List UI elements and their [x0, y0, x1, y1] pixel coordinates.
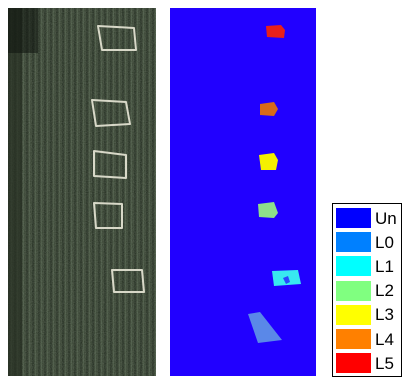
legend-swatch	[336, 232, 371, 253]
legend-swatch	[336, 208, 371, 229]
region-l4	[260, 102, 278, 116]
label-map-background	[170, 8, 316, 376]
legend-label: Un	[375, 208, 397, 228]
legend-label: L2	[375, 281, 394, 301]
legend-label: L5	[375, 353, 394, 373]
region-l3	[259, 153, 278, 170]
legend-swatch	[336, 353, 371, 374]
label-map-panel	[170, 8, 316, 376]
region-l2	[258, 202, 278, 218]
region-l5	[266, 25, 285, 38]
label-map	[170, 8, 316, 376]
aerial-photo	[8, 8, 156, 376]
legend-item-l5: L5	[336, 351, 401, 375]
legend-label: L0	[375, 232, 394, 252]
legend-item-l1: L1	[336, 254, 401, 278]
legend-item-un: Un	[336, 206, 401, 230]
legend-swatch	[336, 280, 371, 301]
region-l1-hole	[283, 276, 290, 284]
legend-label: L4	[375, 329, 394, 349]
region-l0	[248, 312, 282, 343]
legend-item-l3: L3	[336, 303, 401, 327]
legend-swatch	[336, 304, 371, 325]
legend-item-l2: L2	[336, 279, 401, 303]
legend-label: L1	[375, 256, 394, 276]
class-legend: Un L0 L1 L2 L3 L4 L5	[332, 203, 402, 377]
legend-swatch	[336, 256, 371, 277]
legend-label: L3	[375, 305, 394, 325]
legend-item-l0: L0	[336, 230, 401, 254]
legend-swatch	[336, 329, 371, 350]
aerial-photo-panel	[8, 8, 156, 376]
plot-outlines	[91, 25, 145, 293]
legend-item-l4: L4	[336, 327, 401, 351]
